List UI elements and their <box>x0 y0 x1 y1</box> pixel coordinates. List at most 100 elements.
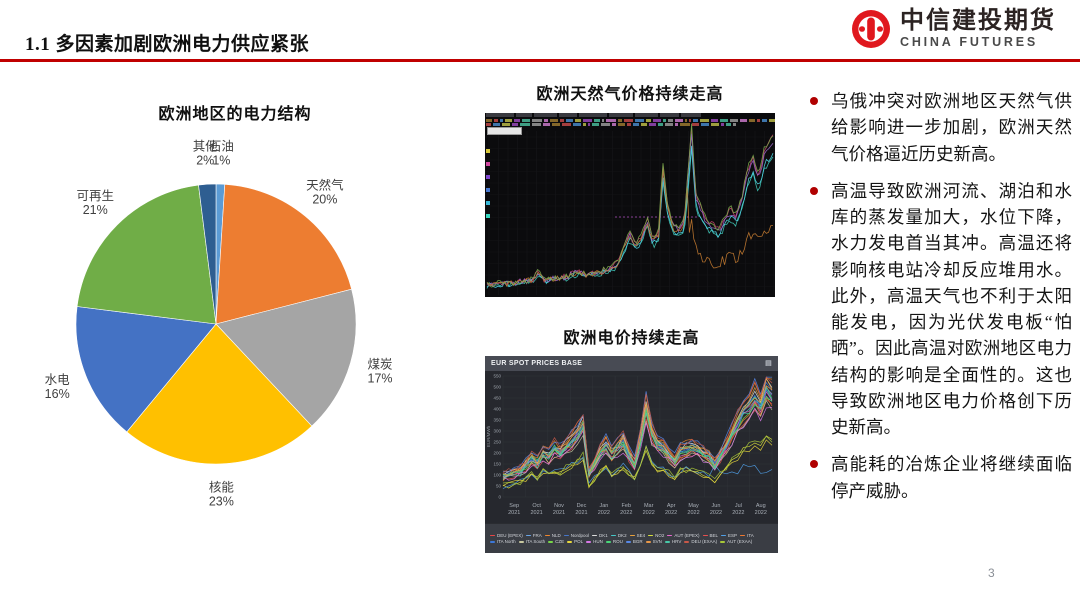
svg-text:100: 100 <box>493 473 501 478</box>
legend-item: ITA South <box>518 539 545 544</box>
legend-swatch <box>667 534 673 536</box>
svg-text:2021: 2021 <box>553 510 565 516</box>
svg-text:Sep: Sep <box>509 503 519 509</box>
svg-text:Aug: Aug <box>756 503 766 509</box>
legend-label: ESP <box>728 532 738 538</box>
legend-item: BGR <box>625 539 643 545</box>
terminal-tab-strip <box>485 113 775 118</box>
legend-label: AUT (EXAA) <box>727 539 753 545</box>
legend-swatch <box>525 534 531 536</box>
legend-item: SE4 <box>629 532 646 538</box>
pie-slice-label: 其他 2% <box>193 140 219 168</box>
gas-price-figure: 欧洲天然气价格持续走高 <box>485 80 775 297</box>
svg-text:300: 300 <box>493 429 501 434</box>
bullet-item: 乌俄冲突对欧洲地区天然气供给影响进一步加剧，欧洲天然气价格逼近历史新高。 <box>806 88 1072 167</box>
legend-swatch <box>548 541 554 543</box>
electricity-mix-figure: 欧洲地区的电力结构 石油 1% 天然气 20% 煤炭 17% 核能 23% 水电 16% 可再生 21… <box>20 100 450 526</box>
ticker-text-row <box>486 119 775 122</box>
legend-swatch <box>610 534 616 536</box>
legend-swatch <box>544 534 550 536</box>
legend-swatch <box>702 534 708 536</box>
pie-chart-title: 欧洲地区的电力结构 <box>158 106 312 123</box>
price-series-BGR <box>502 376 773 473</box>
legend-label: POL <box>574 539 584 545</box>
svg-text:350: 350 <box>493 418 501 423</box>
svg-text:Jan: Jan <box>599 503 608 509</box>
gas-price-series <box>486 133 774 286</box>
price-series-AUT (EXAA) <box>502 435 773 487</box>
legend-label: FRA <box>532 532 542 538</box>
legend-label: DK1 <box>599 532 608 538</box>
bullet-text: 乌俄冲突对欧洲地区天然气供给影响进一步加剧，欧洲天然气价格逼近历史新高。 <box>831 91 1072 164</box>
panel-title: EUR SPOT PRICES BASE <box>491 360 583 367</box>
legend-item: DK1 <box>592 533 608 538</box>
panel-header: EUR SPOT PRICES BASE ▤ <box>485 356 778 371</box>
price-series-SVN <box>502 385 773 476</box>
page-number: 3 <box>988 566 995 580</box>
gas-price-series <box>486 169 774 287</box>
pie-slice-label: 石油 1% <box>209 139 234 167</box>
svg-text:2022: 2022 <box>732 510 744 516</box>
legend-swatch <box>586 541 592 543</box>
pie-slice-label: 可再生 21% <box>76 189 114 217</box>
legend-label: NO2 <box>655 532 665 538</box>
svg-text:Apr: Apr <box>667 503 676 509</box>
svg-text:2022: 2022 <box>643 510 655 516</box>
svg-text:2022: 2022 <box>710 510 722 516</box>
legend-label: BGR <box>632 539 643 545</box>
pie-slice-label: 核能 23% <box>209 481 235 509</box>
legend-item: HUN <box>586 539 603 544</box>
eur-price-plot: 0 50 100 150 200 250 300 350 400 450 500 550 EUR/MWh… <box>486 374 773 516</box>
svg-text:May: May <box>688 503 699 509</box>
legend-item: FRA <box>525 532 542 538</box>
legend-item: POL <box>567 539 583 544</box>
svg-text:2022: 2022 <box>620 510 632 516</box>
citic-logo-icon <box>852 10 890 48</box>
svg-text:2021: 2021 <box>575 510 587 516</box>
legend-label: ITA <box>747 532 754 538</box>
legend-swatch <box>721 534 727 536</box>
chart-legend: DEU (EPEX) FRA NLD Nordpool DK1 DK2 SE4 NO2 AUT … <box>485 523 778 553</box>
panel-menu-icon: ▤ <box>765 360 772 367</box>
legend-item: DEU (EXAA) <box>684 539 717 544</box>
legend-swatch <box>490 541 495 543</box>
legend-label: HUN <box>593 539 603 545</box>
svg-text:Oct: Oct <box>532 503 541 509</box>
legend-item: CZE <box>548 539 564 544</box>
eur-spot-prices-screenshot: EUR SPOT PRICES BASE ▤ 0 50 100 150 200 250 30… <box>485 356 778 553</box>
price-series-DEU (EXAA) <box>502 376 773 474</box>
ticker-text-row <box>486 123 737 126</box>
legend-swatch <box>518 541 524 543</box>
legend-label: SE4 <box>636 532 646 538</box>
svg-text:400: 400 <box>493 407 501 412</box>
price-series-HRV <box>502 395 773 480</box>
legend-item: ROU <box>605 539 623 545</box>
legend-label: ITA North <box>497 539 516 545</box>
price-series-ITA South <box>502 399 773 481</box>
bullet-icon <box>810 186 818 195</box>
series-color-swatches <box>486 149 490 218</box>
svg-text:2022: 2022 <box>598 510 610 516</box>
notes-panel: 乌俄冲突对欧洲地区天然气供给影响进一步加剧，欧洲天然气价格逼近历史新高。 高温导… <box>806 88 1072 515</box>
svg-text:500: 500 <box>493 385 501 390</box>
pie-slice-4 <box>126 323 313 465</box>
svg-text:2022: 2022 <box>687 510 699 516</box>
svg-text:2021: 2021 <box>531 510 543 516</box>
gas-chart-title: 欧洲天然气价格持续走高 <box>536 86 724 103</box>
svg-text:150: 150 <box>493 462 501 467</box>
gas-price-series <box>486 123 774 288</box>
legend-label: ROU <box>612 539 623 545</box>
bullet-text: 高能耗的冶炼企业将继续面临停产威胁。 <box>831 454 1072 501</box>
gas-price-series <box>486 148 774 289</box>
legend-item: SVN <box>645 539 662 545</box>
terminal-search-box <box>487 127 522 135</box>
svg-text:2022: 2022 <box>755 510 767 516</box>
legend-item: ESP <box>721 533 737 538</box>
legend-item: Nordpool <box>563 533 589 538</box>
legend-label: SVN <box>652 539 662 545</box>
legend-swatch <box>720 541 726 543</box>
legend-item: BEL <box>702 532 719 538</box>
legend-label: BEL <box>709 532 719 538</box>
legend-label: CZE <box>555 539 565 545</box>
pie-slice-6 <box>76 184 217 325</box>
